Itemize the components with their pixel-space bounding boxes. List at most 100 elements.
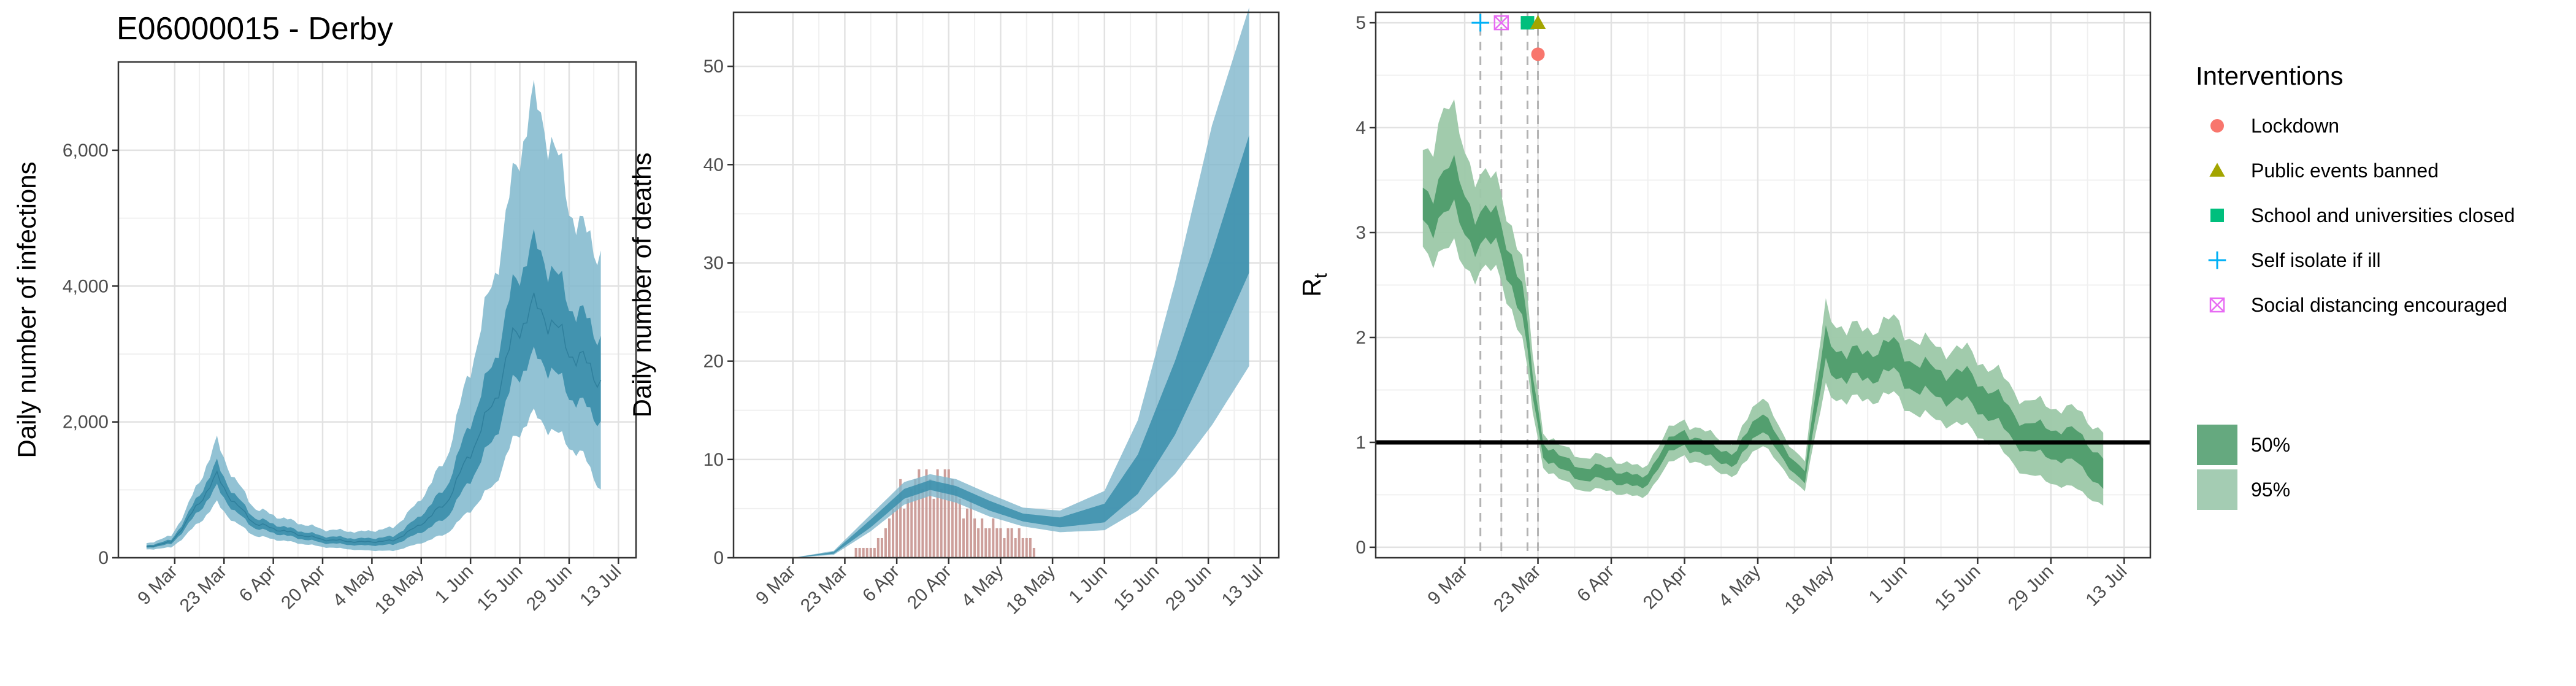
legend-item: Lockdown: [2210, 115, 2339, 137]
y-axis-label-rt: Rt: [1297, 273, 1331, 297]
death-bar: [988, 528, 991, 558]
death-bar: [999, 528, 1002, 558]
x-tick-label: 6 Apr: [859, 561, 903, 606]
x-tick-label: 9 Mar: [1424, 561, 1471, 609]
y-tick-label: 3: [1355, 223, 1366, 243]
ci50-band: [146, 229, 601, 548]
death-bar: [995, 528, 999, 558]
rt-panel: 9 Mar 23 Mar 6 Apr 20 Apr 4 May 18 May 1 Jun 15…: [1297, 11, 2152, 619]
square-icon: [1520, 16, 1535, 30]
legend-key-swatch: [2197, 425, 2237, 465]
legend-ci-label: 95%: [2251, 479, 2290, 501]
x-tick-label: 18 May: [371, 561, 428, 619]
legend-item: Social distancing encouraged: [2209, 294, 2507, 316]
y-tick-label: 0: [98, 548, 109, 568]
legend-key-swatch: [2197, 469, 2237, 510]
death-bar: [899, 479, 902, 558]
death-bar: [981, 518, 984, 558]
death-bar: [962, 518, 965, 558]
y-tick-label: 2,000: [63, 412, 109, 433]
y-tick-label: 30: [703, 253, 724, 273]
x-tick-label: 29 Jun: [523, 561, 576, 615]
boxed-x-icon: [1493, 15, 1509, 31]
x-tick-label: 1 Jun: [1065, 561, 1111, 607]
death-bar: [921, 488, 924, 558]
y-axis-label-infections: Daily number of infections: [12, 161, 41, 458]
legend-title: Interventions: [2196, 61, 2343, 90]
y-tick-label: 4: [1355, 118, 1366, 138]
y-tick-label: 6,000: [63, 141, 109, 161]
box-stroke: [2209, 297, 2225, 313]
x-tick-label: 29 Jun: [2004, 561, 2058, 615]
death-bar: [977, 528, 980, 558]
y-tick-label: 20: [703, 352, 724, 372]
plot-border: [1374, 11, 2152, 559]
y-tick-label: 0: [713, 548, 724, 568]
death-bar: [984, 528, 987, 558]
death-bar: [940, 488, 943, 558]
legend-ci-item: 50%: [2196, 423, 2290, 466]
death-bar: [862, 547, 865, 558]
legend: Interventions Lockdown Public events banne…: [2196, 61, 2515, 511]
box-stroke: [1493, 15, 1509, 31]
death-bar: [910, 488, 913, 558]
death-bar: [1003, 538, 1006, 558]
x-tick-label: 13 Jul: [576, 561, 625, 611]
x-stroke: [2210, 298, 2225, 312]
death-bar: [958, 498, 961, 558]
boxed-x-icon: [2209, 297, 2225, 313]
y-tick-label: 0: [1355, 538, 1366, 558]
legend-item-label: Social distancing encouraged: [2251, 294, 2507, 316]
x-tick-label: 23 Mar: [176, 561, 231, 616]
legend-item-label: Public events banned: [2251, 160, 2439, 182]
plot-border: [117, 61, 637, 559]
death-bar: [880, 538, 883, 558]
triangle-icon: [1530, 15, 1546, 29]
legend-item: Public events banned: [2209, 160, 2439, 182]
death-bar: [943, 469, 946, 558]
death-bar: [858, 547, 861, 558]
death-bar: [947, 469, 950, 558]
death-bar: [1006, 528, 1010, 558]
death-bar: [1025, 538, 1028, 558]
legend-item-label: Lockdown: [2251, 115, 2339, 137]
death-bar: [907, 498, 910, 558]
x-tick-label: 6 Apr: [1573, 561, 1618, 606]
death-bar: [973, 518, 976, 558]
x-tick-label: 13 Jul: [1218, 561, 1267, 611]
death-bar: [865, 547, 868, 558]
x-tick-label: 20 Apr: [903, 561, 956, 614]
death-bar: [884, 528, 887, 558]
x-tick-label: 6 Apr: [236, 561, 280, 606]
x-tick-label: 23 Mar: [797, 561, 851, 616]
death-bar: [1014, 538, 1017, 558]
death-bar: [992, 518, 995, 558]
triangle-icon: [2209, 163, 2225, 177]
death-bar: [1018, 528, 1021, 558]
x-tick-label: 1 Jun: [431, 561, 477, 607]
figure-title: E06000015 - Derby: [117, 11, 393, 47]
death-bar: [918, 469, 921, 558]
death-bar: [1032, 547, 1035, 558]
circle-icon: [2210, 119, 2224, 133]
x-tick-label: 15 Jun: [473, 561, 526, 615]
death-bar: [903, 508, 906, 558]
death-bar: [936, 469, 939, 558]
plus-icon: [2208, 251, 2226, 269]
plus-icon: [1471, 13, 1489, 32]
intervention-lines: [1479, 12, 1539, 558]
death-bar: [895, 498, 899, 558]
square-icon: [2210, 209, 2224, 222]
x-tick-label: 20 Apr: [1639, 561, 1692, 614]
death-bar: [873, 547, 876, 558]
x-tick-label: 15 Jun: [1110, 561, 1163, 615]
death-bar: [887, 518, 891, 558]
ci50-band: [1422, 155, 2104, 489]
death-bar: [932, 498, 935, 558]
x-tick-label: 4 May: [1715, 561, 1765, 611]
x-tick-label: 23 Mar: [1490, 561, 1544, 616]
death-bar: [1010, 528, 1013, 558]
y-tick-label: 50: [703, 56, 724, 77]
x-tick-label: 9 Mar: [752, 561, 800, 609]
